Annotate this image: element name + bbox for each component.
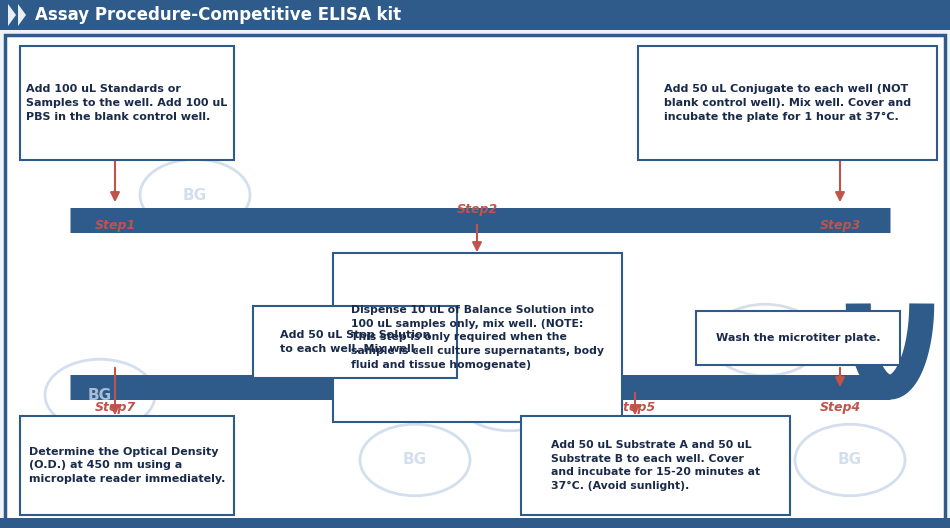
Text: Add 50 uL Stop Solution
to each well. Mix well.: Add 50 uL Stop Solution to each well. Mi… — [279, 330, 430, 354]
Polygon shape — [0, 0, 480, 30]
Text: BG: BG — [403, 452, 428, 467]
FancyBboxPatch shape — [0, 518, 950, 528]
Text: BG: BG — [183, 187, 207, 203]
Text: Step4: Step4 — [819, 401, 861, 414]
Text: Add 100 uL Standards or
Samples to the well. Add 100 uL
PBS in the blank control: Add 100 uL Standards or Samples to the w… — [27, 84, 228, 121]
Text: Step5: Step5 — [615, 401, 655, 414]
FancyBboxPatch shape — [696, 311, 900, 365]
Text: Wash the microtiter plate.: Wash the microtiter plate. — [715, 333, 881, 343]
Text: Step7: Step7 — [94, 401, 136, 414]
FancyBboxPatch shape — [333, 253, 622, 422]
Polygon shape — [18, 4, 26, 26]
Text: Step6: Step6 — [334, 401, 375, 414]
Text: Step2: Step2 — [456, 203, 498, 216]
FancyBboxPatch shape — [5, 35, 945, 523]
Text: Assay Procedure-Competitive ELISA kit: Assay Procedure-Competitive ELISA kit — [35, 6, 401, 24]
FancyBboxPatch shape — [638, 46, 937, 160]
Text: BG: BG — [838, 452, 862, 467]
FancyBboxPatch shape — [253, 306, 457, 378]
Text: BG: BG — [88, 388, 112, 402]
Polygon shape — [8, 4, 16, 26]
FancyBboxPatch shape — [0, 0, 950, 30]
Text: Add 50 uL Conjugate to each well (NOT
blank control well). Mix well. Cover and
i: Add 50 uL Conjugate to each well (NOT bl… — [664, 84, 911, 121]
Text: BG: BG — [498, 388, 522, 402]
Text: Step3: Step3 — [819, 219, 861, 231]
Text: Add 50 uL Substrate A and 50 uL
Substrate B to each well. Cover
and incubate for: Add 50 uL Substrate A and 50 uL Substrat… — [551, 440, 760, 491]
Text: BG: BG — [753, 333, 777, 347]
FancyBboxPatch shape — [20, 46, 234, 160]
Text: Dispense 10 uL of Balance Solution into
100 uL samples only, mix well. (NOTE:
Th: Dispense 10 uL of Balance Solution into … — [351, 305, 604, 370]
FancyBboxPatch shape — [20, 416, 234, 515]
Text: Step1: Step1 — [94, 219, 136, 231]
Text: Determine the Optical Density
(O.D.) at 450 nm using a
microplate reader immedia: Determine the Optical Density (O.D.) at … — [28, 447, 225, 484]
FancyBboxPatch shape — [521, 416, 790, 515]
